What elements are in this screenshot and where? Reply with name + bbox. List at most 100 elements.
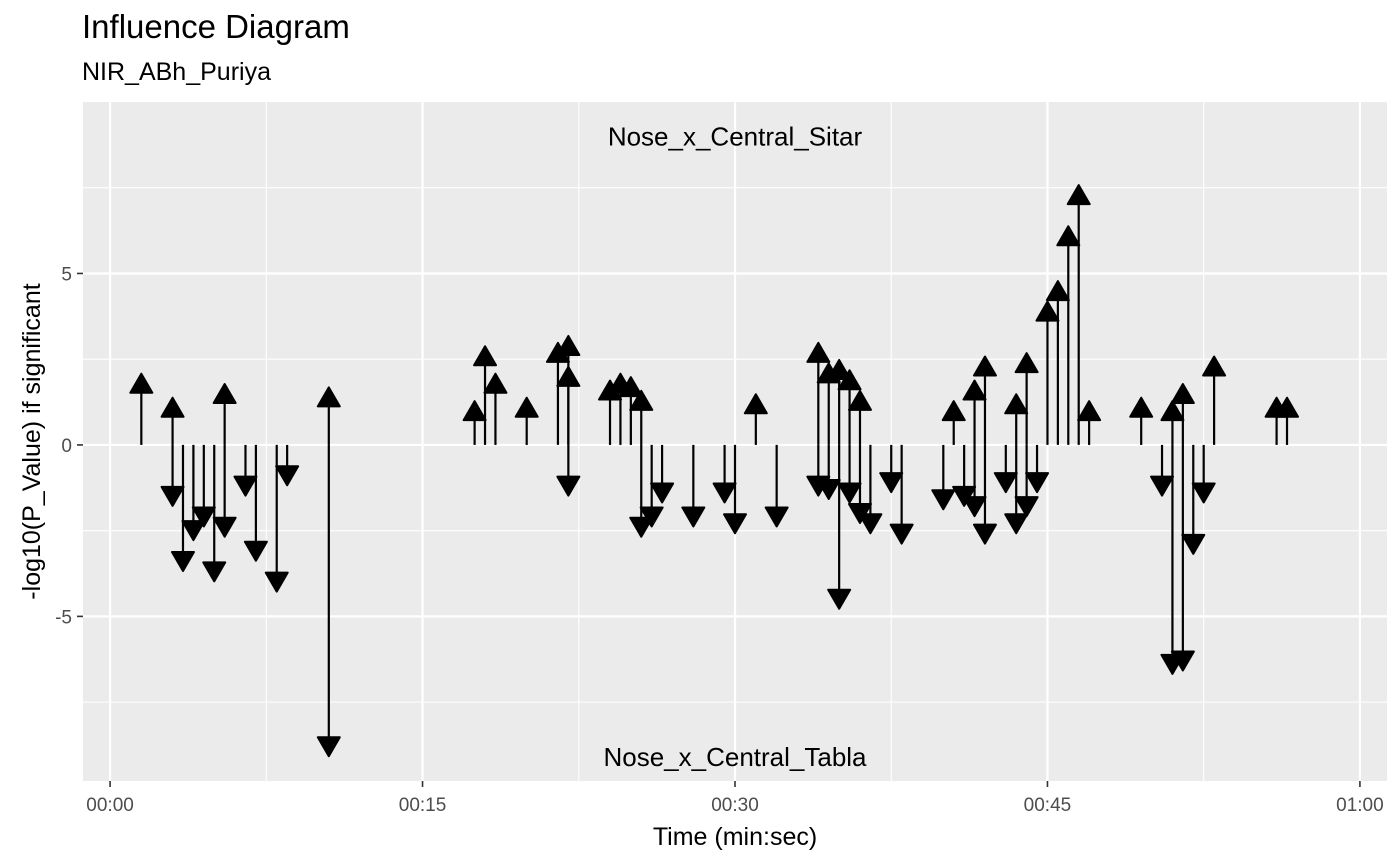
arrow-mark [962, 379, 987, 445]
y-tick-label: 0 [61, 436, 72, 457]
arrow-head [1066, 184, 1091, 206]
arrow-mark [1035, 300, 1060, 445]
arrow-head [847, 389, 872, 411]
arrow-mark [962, 444, 987, 518]
arrow-mark [514, 396, 539, 445]
arrow-mark [1004, 444, 1029, 535]
x-tick-label: 00:45 [1024, 795, 1072, 816]
arrow-head [316, 386, 341, 408]
arrow-head [941, 400, 966, 422]
y-tick-label: -5 [55, 607, 72, 628]
arrow-mark [1045, 280, 1070, 445]
arrow-mark [462, 400, 487, 445]
arrow-mark [723, 444, 747, 535]
arrow-mark [858, 444, 883, 535]
arrow-head [743, 393, 768, 415]
arrow-head [202, 561, 227, 583]
arrow-head [1014, 352, 1039, 374]
arrow-head [639, 506, 664, 528]
arrow-mark [275, 444, 300, 487]
arrow-head [160, 396, 185, 418]
arrow-head [618, 376, 643, 398]
arrow-head [858, 513, 883, 535]
arrow-mark [1170, 382, 1195, 445]
arrow-mark [941, 400, 966, 445]
x-tick-label: 01:00 [1336, 795, 1384, 816]
arrow-head [556, 365, 581, 387]
arrow-head [462, 400, 487, 422]
arrow-head [1160, 400, 1185, 422]
arrow-mark [202, 444, 227, 583]
arrow-head [827, 588, 852, 610]
arrow-mark [1004, 393, 1029, 445]
arrow-head [962, 379, 987, 401]
arrow-mark [650, 444, 675, 504]
arrow-head [1014, 496, 1039, 518]
arrow-mark [212, 382, 237, 445]
arrow-head [827, 358, 852, 380]
arrow-head [191, 506, 216, 528]
arrow-head [1202, 355, 1227, 377]
arrow-head [1170, 382, 1195, 404]
arrow-mark [316, 444, 341, 758]
x-tick-label: 00:00 [86, 795, 134, 816]
arrow-mark [681, 444, 706, 528]
y-tick-label: 5 [61, 264, 72, 285]
arrow-head [879, 472, 904, 494]
arrow-head [1275, 396, 1300, 418]
arrow-head [1056, 225, 1081, 247]
arrow-mark [556, 444, 581, 497]
arrow-head [816, 479, 841, 501]
arrow-head [764, 506, 789, 528]
arrow-head [233, 475, 258, 497]
arrow-mark [629, 444, 654, 538]
arrow-head [629, 516, 654, 538]
arrow-mark [827, 358, 852, 445]
grid-major [83, 102, 1387, 781]
arrow-head [1191, 482, 1216, 504]
arrow-mark [233, 444, 258, 497]
arrow-head [889, 523, 914, 545]
arrow-mark [993, 444, 1018, 494]
arrow-mark [191, 444, 216, 528]
arrow-head [993, 472, 1018, 494]
arrow-mark [889, 444, 914, 545]
arrow-mark [1181, 444, 1206, 555]
arrow-mark [931, 444, 956, 511]
arrow-mark [212, 444, 237, 538]
arrow-head [264, 571, 289, 593]
arrow-head [181, 520, 206, 542]
arrow-head [212, 516, 237, 538]
arrow-head [212, 382, 237, 404]
arrow-mark [1202, 355, 1227, 445]
arrow-head [556, 334, 581, 356]
arrow-head [931, 489, 956, 511]
arrow-head [316, 736, 341, 758]
annotation-label: Nose_x_Central_Sitar [608, 121, 863, 151]
chart-title: Influence Diagram [82, 8, 350, 45]
arrow-mark [827, 444, 852, 610]
arrow-head [629, 389, 654, 411]
arrow-mark [1025, 444, 1050, 494]
arrow-head [473, 345, 498, 367]
arrow-head [1035, 300, 1060, 322]
arrow-head [275, 465, 300, 487]
arrow-mark [1160, 400, 1185, 445]
arrow-mark [1275, 396, 1300, 445]
arrow-head [972, 355, 997, 377]
annotations: Nose_x_Central_Sitar Nose_x_Central_Tabla [603, 121, 867, 772]
x-tick-label: 00:30 [711, 795, 759, 816]
arrow-mark [1170, 444, 1195, 672]
arrow-mark [629, 389, 654, 445]
arrow-mark [764, 444, 789, 528]
arrow-mark [1014, 352, 1039, 445]
arrow-head [160, 485, 185, 507]
arrow-head [650, 482, 675, 504]
arrow-mark [129, 372, 154, 445]
arrow-head [1004, 393, 1029, 415]
arrow-head [806, 341, 831, 363]
arrow-mark [712, 444, 737, 504]
arrow-mark [160, 444, 185, 507]
arrow-head [483, 372, 508, 394]
